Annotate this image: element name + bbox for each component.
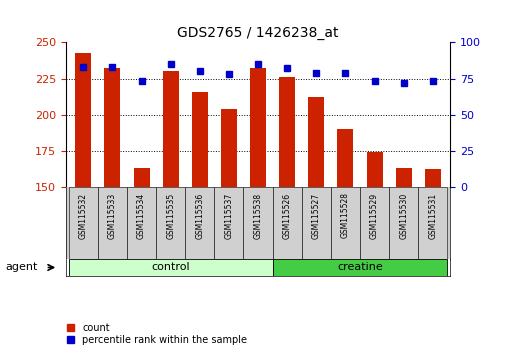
- Text: GSM115530: GSM115530: [398, 193, 408, 239]
- Text: GSM115529: GSM115529: [369, 193, 378, 239]
- Text: GSM115533: GSM115533: [108, 193, 117, 239]
- Text: GSM115531: GSM115531: [428, 193, 436, 239]
- Text: GSM115536: GSM115536: [195, 193, 204, 239]
- Bar: [279, 77, 294, 187]
- Text: GSM115535: GSM115535: [166, 193, 175, 239]
- Bar: [272, 187, 301, 259]
- Bar: [366, 152, 382, 187]
- Title: GDS2765 / 1426238_at: GDS2765 / 1426238_at: [177, 26, 338, 40]
- Bar: [162, 71, 178, 187]
- Bar: [243, 187, 272, 259]
- Bar: [69, 259, 272, 276]
- Text: control: control: [151, 262, 189, 273]
- Bar: [301, 187, 330, 259]
- Bar: [156, 187, 185, 259]
- Text: creatine: creatine: [336, 262, 382, 273]
- Text: GSM115537: GSM115537: [224, 193, 233, 239]
- Bar: [104, 68, 120, 187]
- Bar: [127, 187, 156, 259]
- Bar: [75, 53, 91, 187]
- Text: GSM115538: GSM115538: [253, 193, 262, 239]
- Text: GSM115534: GSM115534: [137, 193, 146, 239]
- Bar: [214, 187, 243, 259]
- Bar: [337, 129, 353, 187]
- Bar: [308, 97, 324, 187]
- Bar: [249, 68, 266, 187]
- Bar: [418, 187, 446, 259]
- Text: GSM115527: GSM115527: [311, 193, 320, 239]
- Text: GSM115532: GSM115532: [79, 193, 87, 239]
- Legend: count, percentile rank within the sample: count, percentile rank within the sample: [66, 322, 247, 346]
- Bar: [360, 187, 388, 259]
- Bar: [221, 109, 236, 187]
- Bar: [330, 187, 360, 259]
- Bar: [185, 187, 214, 259]
- Bar: [69, 187, 97, 259]
- Bar: [191, 92, 208, 187]
- Bar: [133, 168, 149, 187]
- Text: GSM115526: GSM115526: [282, 193, 291, 239]
- Text: agent: agent: [5, 262, 37, 273]
- Bar: [388, 187, 418, 259]
- Bar: [97, 187, 127, 259]
- Bar: [395, 168, 411, 187]
- Bar: [272, 259, 446, 276]
- Bar: [424, 170, 440, 187]
- Text: GSM115528: GSM115528: [340, 193, 349, 239]
